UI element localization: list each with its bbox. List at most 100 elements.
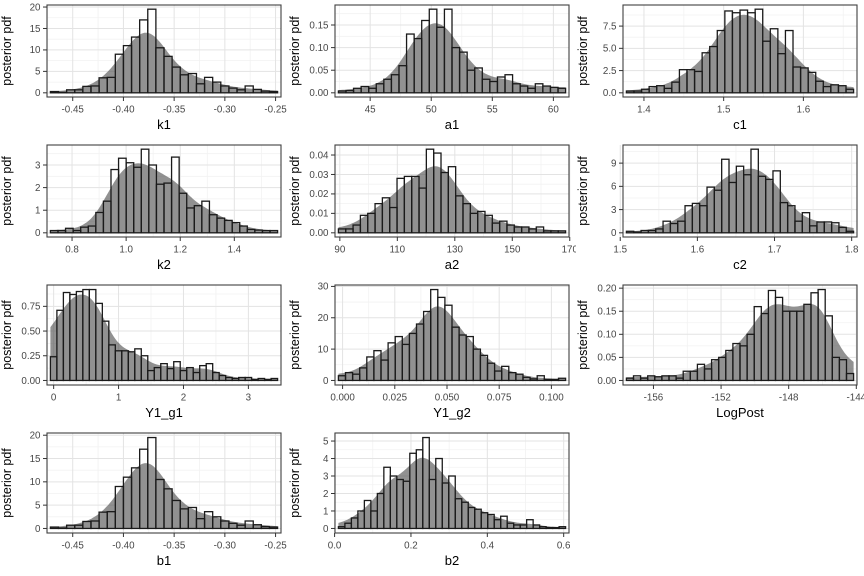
y-tick-label: 3 bbox=[35, 160, 41, 171]
y-tick-label: 0 bbox=[35, 88, 41, 99]
x-tick-label: -0.45 bbox=[62, 105, 85, 116]
x-axis-ticks: 0.0 0.2 0.4 0.6 bbox=[328, 533, 571, 552]
histogram-bar-outline bbox=[838, 359, 848, 382]
y-axis-ticks: 0.00 0.05 0.10 0.15 0.20 bbox=[597, 283, 623, 387]
panel-border bbox=[46, 144, 282, 238]
histogram-bar-outline bbox=[824, 315, 833, 382]
x-tick-label: 1.6 bbox=[797, 105, 811, 116]
panel-a2: 90 110 130 150 170 0.00 0.01 0.02 0.03 0.04 a2 post… bbox=[288, 140, 576, 280]
x-axis-ticks: -0.45 -0.40 -0.35 -0.30 -0.25 bbox=[62, 97, 287, 116]
histogram-bar-outline bbox=[558, 526, 567, 530]
panel-Y1_g1: 0 1 2 3 0.00 0.25 0.50 0.75 Y1_g1 posterior pdf bbox=[0, 280, 288, 428]
x-axis-title: Y1_g1 bbox=[145, 405, 183, 420]
histogram-k2: 0.8 1.0 1.2 1.4 0 1 2 3 k2 posterior pdf bbox=[0, 144, 282, 272]
x-axis-title: k2 bbox=[157, 257, 171, 272]
histogram-bar-outline bbox=[772, 170, 781, 234]
y-tick-label: 0.0 bbox=[603, 88, 617, 99]
x-tick-label: 1.4 bbox=[228, 245, 242, 256]
x-tick-label: 0.000 bbox=[330, 393, 355, 404]
histogram-bar-outline bbox=[536, 375, 545, 382]
histogram-Y1_g2: 0.000 0.025 0.050 0.075 0.100 0 10 20 30 Y1_g2 pos… bbox=[288, 282, 570, 420]
panel-b1: -0.45 -0.40 -0.35 -0.30 -0.25 0 5 10 15 20 b1 poste… bbox=[0, 428, 288, 576]
x-tick-label: -0.40 bbox=[112, 105, 135, 116]
x-tick-label: 0.100 bbox=[539, 393, 564, 404]
y-tick-label: 5.0 bbox=[603, 44, 617, 55]
panel-border bbox=[334, 284, 570, 386]
x-axis-title: k1 bbox=[157, 117, 171, 132]
x-tick-label: 0.050 bbox=[435, 393, 460, 404]
x-axis-ticks: -156 -152 -148 -144 bbox=[644, 385, 864, 404]
y-tick-label: 5 bbox=[323, 436, 329, 447]
x-tick-label: 60 bbox=[548, 105, 559, 116]
x-tick-label: -152 bbox=[711, 393, 731, 404]
x-tick-label: 0.0 bbox=[328, 541, 342, 552]
histogram-bars-outline bbox=[49, 8, 279, 94]
y-tick-label: 0.10 bbox=[309, 43, 329, 54]
y-tick-label: 0 bbox=[323, 376, 329, 387]
x-tick-label: 1.8 bbox=[845, 245, 859, 256]
y-axis-ticks: 0.0 2.5 5.0 7.5 bbox=[603, 21, 623, 99]
histogram-bars-outline bbox=[625, 288, 855, 382]
x-axis-title: c2 bbox=[733, 257, 747, 272]
y-axis-ticks: 0 1 2 3 bbox=[35, 160, 47, 239]
y-tick-label: 0.15 bbox=[597, 307, 617, 318]
y-axis-title: posterior pdf bbox=[0, 300, 14, 370]
y-tick-label: 0.01 bbox=[309, 209, 328, 220]
y-axis-title: posterior pdf bbox=[288, 16, 302, 86]
y-axis-ticks: 0 5 10 15 20 bbox=[30, 431, 47, 535]
y-tick-label: 3 bbox=[323, 471, 329, 482]
x-tick-label: -144 bbox=[846, 393, 864, 404]
panel-c1: 1.4 1.5 1.6 0.0 2.5 5.0 7.5 c1 posterior pdf bbox=[576, 0, 864, 140]
y-axis-ticks: 0.00 0.25 0.50 0.75 bbox=[21, 302, 47, 387]
x-tick-label: 1.2 bbox=[173, 245, 187, 256]
y-tick-label: 0.75 bbox=[21, 302, 41, 313]
panel-k2: 0.8 1.0 1.2 1.4 0 1 2 3 k2 posterior pdf bbox=[0, 140, 288, 280]
x-axis-ticks: 1.4 1.5 1.6 bbox=[637, 97, 811, 116]
histogram-bar-outline bbox=[269, 229, 279, 234]
panel-border bbox=[622, 144, 858, 238]
panel-border bbox=[334, 432, 570, 534]
histogram-k1: -0.45 -0.40 -0.35 -0.30 -0.25 0 5 10 15 20 k1 poste… bbox=[0, 2, 287, 132]
x-tick-label: 0 bbox=[51, 393, 57, 404]
y-tick-label: 15 bbox=[30, 24, 41, 35]
x-tick-label: -0.40 bbox=[112, 541, 135, 552]
histogram-bars-outline bbox=[337, 8, 567, 94]
x-axis-ticks: -0.45 -0.40 -0.35 -0.30 -0.25 bbox=[62, 533, 287, 552]
histogram-b2: 0.0 0.2 0.4 0.6 0 1 2 3 4 5 b2 posterior pdf bbox=[288, 432, 571, 568]
y-tick-label: 0.00 bbox=[309, 228, 329, 239]
histogram-bars-outline bbox=[337, 148, 567, 234]
histogram-bar-outline bbox=[268, 526, 279, 530]
panel-border bbox=[46, 432, 282, 534]
y-tick-label: 0.05 bbox=[309, 66, 329, 77]
histogram-b1: -0.45 -0.40 -0.35 -0.30 -0.25 0 5 10 15 20 b1 poste… bbox=[0, 431, 287, 568]
histogram-Y1_g1: 0 1 2 3 0.00 0.25 0.50 0.75 Y1_g1 posterior pdf bbox=[0, 284, 282, 420]
histogram-c2: 1.5 1.6 1.7 1.8 0 3 6 9 c2 posterior pdf bbox=[576, 144, 859, 272]
y-axis-title: posterior pdf bbox=[288, 156, 302, 226]
y-tick-label: 0 bbox=[323, 524, 329, 535]
x-tick-label: -0.35 bbox=[163, 105, 186, 116]
panel-border bbox=[622, 284, 858, 386]
y-tick-label: 0.00 bbox=[309, 88, 329, 99]
y-axis-ticks: 0 10 20 30 bbox=[318, 282, 335, 387]
x-tick-label: 1.7 bbox=[768, 245, 782, 256]
y-axis-ticks: 0.00 0.05 0.10 0.15 bbox=[309, 20, 335, 99]
y-axis-title: posterior pdf bbox=[0, 156, 14, 226]
histogram-bar-outline bbox=[557, 230, 567, 234]
y-tick-label: 0.00 bbox=[597, 376, 617, 387]
histogram-bars-outline bbox=[625, 8, 855, 94]
y-tick-label: 0 bbox=[35, 228, 41, 239]
y-tick-label: 0.02 bbox=[309, 189, 328, 200]
histogram-bar-outline bbox=[845, 372, 855, 382]
histogram-bar-outline bbox=[270, 377, 279, 382]
histogram-bar-outline bbox=[268, 90, 279, 94]
panel-border bbox=[334, 144, 570, 238]
x-axis-title: c1 bbox=[733, 117, 747, 132]
x-axis-ticks: 0 1 2 3 bbox=[51, 385, 252, 404]
x-axis-ticks: 90 110 130 150 170 bbox=[334, 237, 576, 256]
x-axis-title: Y1_g2 bbox=[433, 405, 471, 420]
y-tick-label: 0 bbox=[611, 228, 617, 239]
histogram-bar-outline bbox=[784, 29, 794, 94]
x-tick-label: 50 bbox=[426, 105, 437, 116]
histogram-bar-outline bbox=[845, 230, 855, 234]
y-axis-title: posterior pdf bbox=[0, 16, 14, 86]
